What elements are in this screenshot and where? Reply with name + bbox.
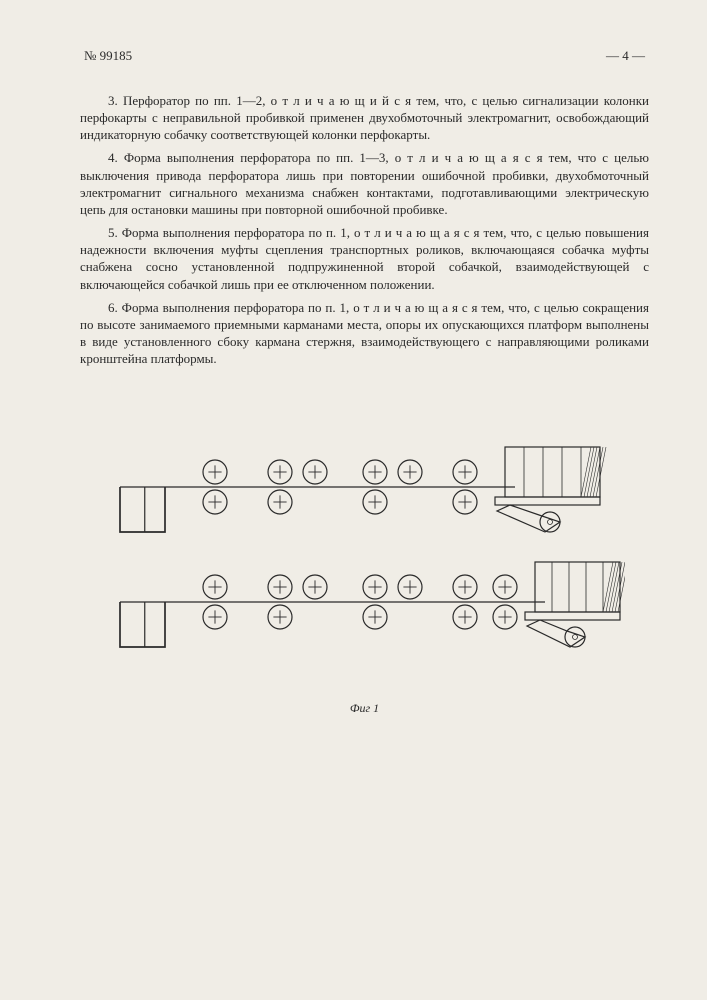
- figure-caption: Фиг 1: [350, 701, 379, 716]
- figure-1-container: Фиг 1: [80, 427, 649, 716]
- claim-3: 3. Перфоратор по пп. 1—2, о т л и ч а ю …: [80, 92, 649, 143]
- figure-1-diagram: [105, 427, 625, 687]
- claim-5: 5. Форма выполнения перфоратора по п. 1,…: [80, 224, 649, 293]
- claim-6: 6. Форма выполнения перфоратора по п. 1,…: [80, 299, 649, 368]
- page-number: — 4 —: [606, 48, 645, 64]
- claim-4: 4. Форма выполнения перфоратора по пп. 1…: [80, 149, 649, 218]
- page-header: № 99185 — 4 —: [80, 48, 649, 64]
- document-number: № 99185: [84, 48, 132, 64]
